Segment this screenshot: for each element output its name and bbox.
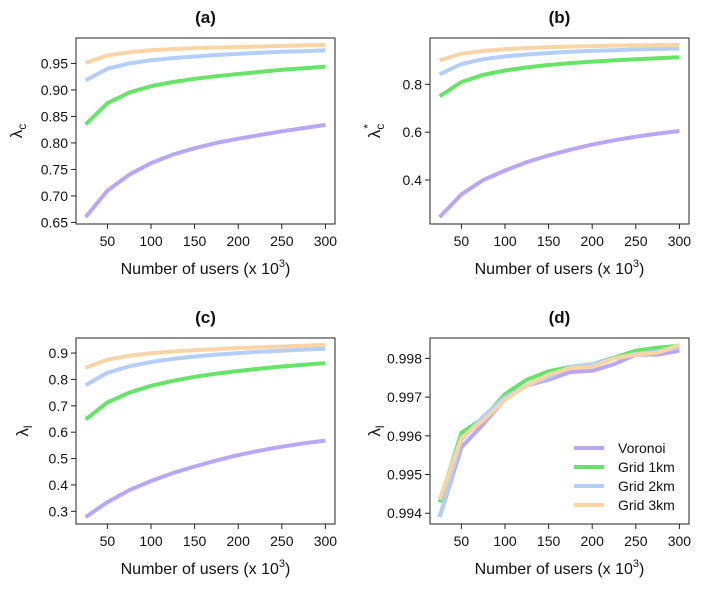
x-tick-label: 250 [270,233,294,249]
plot-frame [75,37,336,225]
x-tick-label: 200 [581,533,605,549]
plot-frame [429,37,690,225]
panel-d: (d) 50 100 150 200 250 300 0.994 0.995 0.996 0.997… [365,308,691,578]
x-tick-label: 100 [493,533,517,549]
x-tick-label: 250 [624,533,648,549]
y-tick-label: 0.65 [41,214,68,230]
series-line-grid-1km [84,64,326,126]
x-tick-label: 150 [537,533,561,549]
series-line-grid-2km [84,346,326,387]
x-tick-label: 150 [183,533,207,549]
x-tick-label: 300 [668,533,692,549]
x-tick-label: 300 [314,533,338,549]
y-tick-label: 0.95 [41,55,68,71]
x-tick-label: 250 [270,533,294,549]
y-axis-label: λc [7,124,29,139]
y-tick-label: 0.3 [49,503,69,519]
x-tick-label: 200 [227,233,251,249]
y-tick-label: 0.90 [41,82,68,98]
y-tick-label: 0.995 [387,467,422,483]
x-axis-label: Number of users (x 103) [475,258,645,278]
x-axis-label: Number of users (x 103) [121,258,291,278]
legend-label: Voronoi [618,440,665,456]
x-tick-label: 300 [668,233,692,249]
series-line-grid-3km [439,42,680,63]
plot-frame [429,337,690,525]
series-line-grid-3km [84,42,326,65]
x-tick-label: 100 [139,533,163,549]
x-tick-label: 50 [100,533,116,549]
series-line-grid-3km [437,343,681,501]
panel-title: (a) [195,8,216,27]
y-tick-label: 0.7 [49,398,69,414]
panel-a: (a) 50 100 150 200 250 300 0.65 0.70 0.75 0.80 0.85… [7,8,337,278]
x-tick-label: 50 [100,233,116,249]
series-line-grid-3km [84,342,326,370]
x-tick-label: 150 [183,233,207,249]
y-tick-label: 0.6 [49,424,69,440]
x-tick-label: 100 [139,233,163,249]
y-tick-label: 0.996 [387,428,422,444]
plot-frame [75,337,336,525]
legend-label: Grid 3km [618,497,675,513]
y-tick-label: 0.8 [403,76,423,92]
panel-title: (c) [195,308,216,327]
x-axis-label: Number of users (x 103) [475,558,645,578]
y-tick-label: 0.994 [387,505,422,521]
panel-title: (b) [549,8,571,27]
y-tick-label: 0.8 [49,371,69,387]
x-tick-label: 200 [581,233,605,249]
x-tick-label: 50 [454,533,470,549]
panel-title: (d) [549,308,571,327]
y-tick-label: 0.80 [41,135,68,151]
y-axis-label: λl [365,425,387,436]
series-line-voronoi [84,122,326,219]
y-tick-label: 0.5 [49,451,69,467]
y-tick-label: 0.6 [403,124,423,140]
legend-label: Grid 1km [618,459,675,475]
panel-c: (c) 50 100 150 200 250 300 0.3 0.4 0.5 0.6 0.7 0.8 0.… [13,308,337,578]
y-tick-label: 0.85 [41,108,68,124]
y-tick-label: 0.997 [387,389,422,405]
x-axis-label: Number of users (x 103) [121,558,291,578]
x-tick-label: 200 [227,533,251,549]
series-line-grid-2km [438,46,680,77]
series-line-voronoi [438,129,680,219]
x-tick-label: 250 [624,233,648,249]
y-tick-label: 0.70 [41,188,68,204]
legend-label: Grid 2km [618,478,675,494]
series-line-voronoi [84,438,326,519]
x-tick-label: 50 [454,233,470,249]
y-tick-label: 0.998 [387,350,422,366]
y-tick-label: 0.9 [49,345,69,361]
panel-b: (b) 50 100 150 200 250 300 0.4 0.6 0.8 Number of u… [361,8,691,278]
legend: Voronoi Grid 1km Grid 2km Grid 3km [574,440,675,513]
series-line-grid-1km [84,361,326,422]
y-axis-label: λc* [361,124,387,139]
series-line-grid-1km [438,55,680,98]
y-axis-label: λl [13,425,35,436]
x-tick-label: 100 [493,233,517,249]
y-tick-label: 0.4 [49,477,69,493]
x-tick-label: 150 [537,233,561,249]
y-tick-label: 0.75 [41,161,68,177]
x-tick-label: 300 [314,233,338,249]
y-tick-label: 0.4 [403,172,423,188]
series-line-grid-2km [84,48,326,83]
